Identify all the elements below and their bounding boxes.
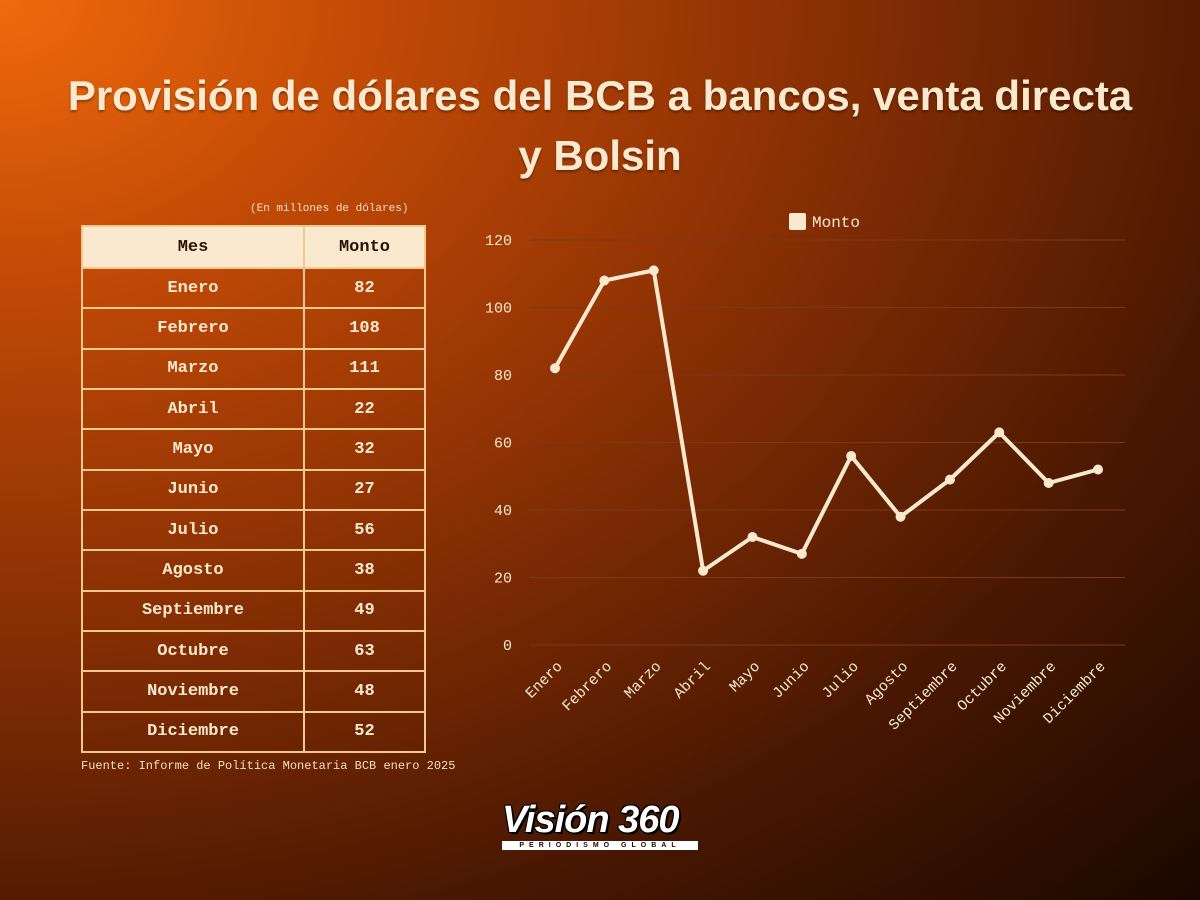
column-header-mes: Mes [81,225,305,269]
table-row: Agosto 38 [81,549,426,592]
month-cell: Agosto [81,549,305,592]
amount-cell: 32 [303,428,426,471]
logo-name: Visión 360 [502,799,680,841]
month-cell: Marzo [81,347,305,390]
month-cell: Febrero [81,307,305,350]
month-cell: Octubre [81,629,305,673]
data-table: Mes Monto Enero 82 Febrero 108 Marzo 111 Ab… [81,225,426,754]
y-tick-label: 20 [494,571,512,588]
amount-cell: 22 [303,387,426,431]
unit-note: (En millones de dólares) [250,203,409,215]
month-cell: Junio [81,468,305,511]
month-cell: Noviembre [81,670,305,713]
amount-cell: 56 [303,508,426,552]
x-tick-label: Enero [523,659,567,703]
source-note: Fuente: Informe de Política Monetaria BC… [81,759,456,773]
y-tick-label: 100 [485,301,512,318]
title-line-2: y Bolsin [518,132,682,179]
page-title: Provisión de dólares del BCB a bancos, v… [0,66,1200,186]
data-point [944,474,955,485]
amount-cell: 63 [303,629,426,673]
data-point [648,265,659,276]
x-tick-label: Abril [671,659,715,703]
table-row: Noviembre 48 [81,670,426,713]
table-row: Mayo 32 [81,428,426,471]
amount-cell: 27 [303,468,426,511]
data-point [599,275,610,286]
month-cell: Enero [81,266,305,310]
data-point [994,427,1005,438]
table-row: Marzo 111 [81,347,426,390]
amount-cell: 48 [303,670,426,713]
y-tick-label: 0 [503,638,512,655]
legend-swatch [789,213,806,230]
table-row: Abril 22 [81,387,426,431]
column-header-monto: Monto [303,225,426,269]
data-point [747,532,758,542]
x-tick-label: Marzo [621,659,665,703]
data-point [698,565,709,576]
amount-cell: 82 [303,266,426,310]
data-point [1043,478,1054,488]
table-row: Julio 56 [81,508,426,552]
table-row: Diciembre 52 [81,710,426,754]
amount-cell: 38 [303,549,426,592]
data-point [796,548,807,559]
x-tick-label: Junio [770,659,814,703]
month-cell: Septiembre [81,589,305,632]
data-point [846,451,857,461]
x-tick-label: Agosto [862,659,912,709]
legend-label: Monto [812,214,860,232]
x-tick-label: Febrero [559,659,616,716]
month-cell: Mayo [81,428,305,471]
y-tick-label: 60 [494,436,512,453]
y-tick-label: 40 [494,503,512,520]
x-tick-label: Mayo [727,659,764,696]
table-row: Enero 82 [81,266,426,310]
title-line-1: Provisión de dólares del BCB a bancos, v… [67,72,1133,119]
vision360-logo: Visión 360 PERIODISMO GLOBAL [502,800,702,852]
amount-cell: 52 [303,710,426,754]
table-row: Junio 27 [81,468,426,511]
table-row: Septiembre 49 [81,589,426,632]
y-tick-label: 120 [485,233,512,250]
x-tick-label: Julio [819,659,863,703]
table-row: Octubre 63 [81,629,426,673]
month-cell: Abril [81,387,305,431]
amount-cell: 111 [303,347,426,390]
amount-cell: 108 [303,307,426,350]
data-point [895,511,906,522]
month-cell: Diciembre [81,710,305,754]
table-row: Febrero 108 [81,307,426,350]
amount-cell: 49 [303,589,426,632]
series-line [553,268,1100,573]
y-tick-label: 80 [494,368,512,385]
data-point [1093,464,1103,475]
month-cell: Julio [81,508,305,552]
table-header-row: Mes Monto [81,225,426,269]
data-point [550,363,560,374]
logo-tagline: PERIODISMO GLOBAL [502,841,698,850]
